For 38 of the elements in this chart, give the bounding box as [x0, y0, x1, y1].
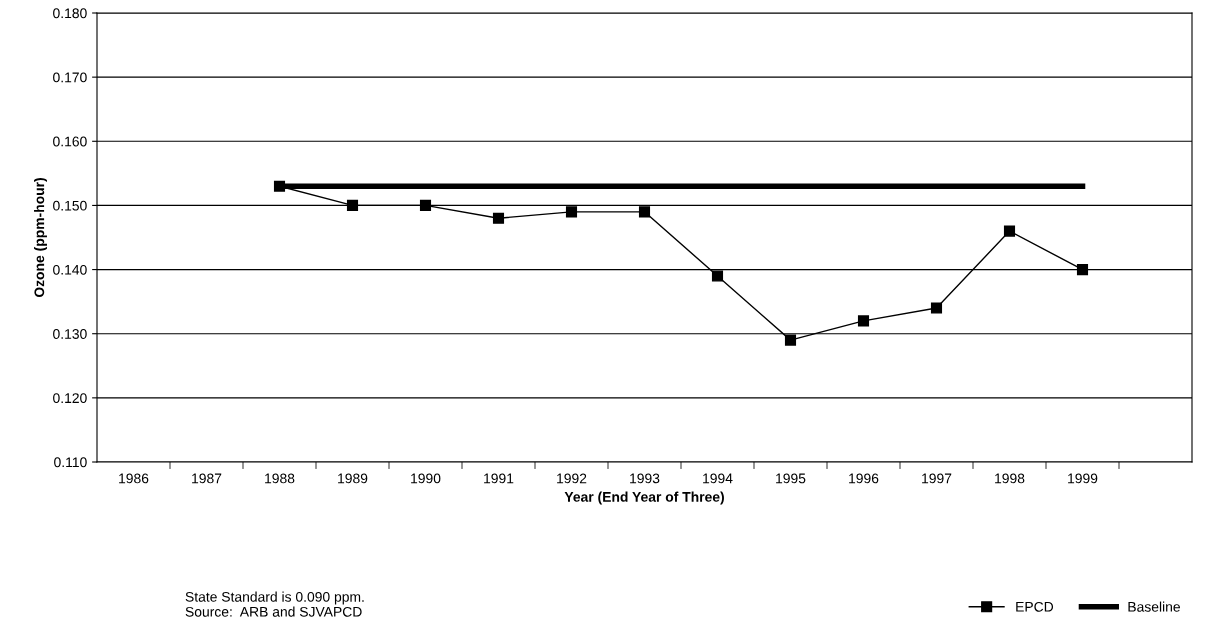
y-tick-label: 0.170: [53, 72, 87, 83]
point: [711, 270, 724, 282]
point: [346, 199, 359, 211]
x-tick-label: 1991: [484, 473, 514, 484]
x-tick-label: 1994: [703, 473, 733, 484]
x-tick-label: 1992: [557, 473, 587, 484]
x-tick-label: 1988: [265, 473, 295, 484]
point: [565, 206, 578, 218]
x-tick-label: 1997: [922, 473, 952, 484]
y-tick-label: 0.120: [53, 393, 87, 404]
point: [492, 212, 505, 224]
y-tick-label: 0.160: [53, 136, 87, 147]
x-axis-title: Year (End Year of Three): [564, 491, 724, 505]
y-tick-label: 0.110: [54, 457, 87, 468]
point: [930, 302, 943, 314]
x-tick-label: 1987: [192, 473, 222, 484]
y-tick-label: 0.150: [53, 200, 87, 211]
x-tick-label: 1999: [1068, 473, 1098, 484]
point: [1003, 225, 1016, 237]
x-tick-label: 1989: [338, 473, 368, 484]
legend-label: Baseline: [1128, 601, 1180, 612]
x-tick-label: 1996: [849, 473, 879, 484]
y-tick-label: 0.140: [53, 264, 87, 275]
y-tick-label: 0.130: [53, 329, 87, 339]
x-tick-label: 1993: [630, 473, 660, 484]
point: [784, 334, 797, 346]
y-tick-label: 0.180: [53, 8, 87, 19]
point: [1076, 264, 1089, 276]
x-tick-label: 1990: [411, 473, 441, 484]
x-tick-label: 1986: [119, 473, 149, 484]
x-tick-label: 1995: [776, 473, 806, 484]
y-axis-title: Ozone (ppm-hour): [34, 178, 47, 298]
text: State Standard is 0.090 ppm. Source: ARB and SJVAPCD: [185, 591, 364, 617]
x-tick-label: 1998: [995, 473, 1025, 484]
point: [638, 206, 651, 218]
legend-label: EPCD: [1016, 601, 1054, 612]
point: [419, 199, 432, 211]
point: [857, 315, 870, 327]
